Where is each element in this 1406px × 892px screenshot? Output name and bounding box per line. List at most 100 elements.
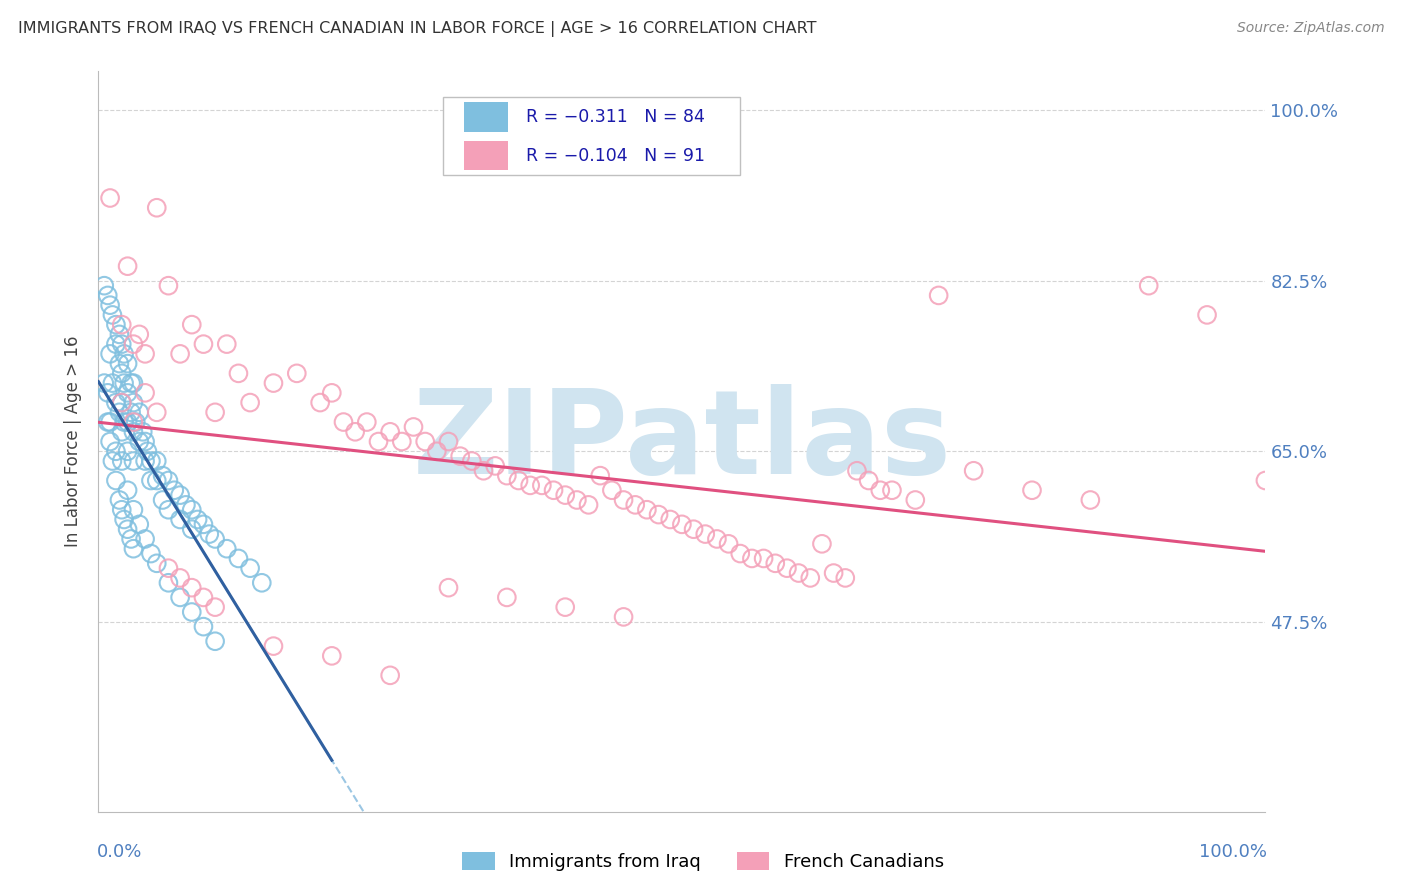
FancyBboxPatch shape	[464, 141, 508, 170]
Point	[139, 547, 162, 561]
Point	[157, 575, 180, 590]
Point	[98, 415, 121, 429]
Point	[108, 357, 131, 371]
Point	[530, 478, 553, 492]
Point	[239, 561, 262, 575]
Point	[128, 517, 150, 532]
Y-axis label: In Labor Force | Age > 16: In Labor Force | Age > 16	[65, 335, 83, 548]
Point	[139, 454, 162, 468]
Point	[624, 498, 647, 512]
Legend: Immigrants from Iraq, French Canadians: Immigrants from Iraq, French Canadians	[454, 845, 952, 879]
Point	[134, 347, 156, 361]
Point	[122, 454, 145, 468]
Point	[97, 385, 120, 400]
Point	[1195, 308, 1218, 322]
Point	[101, 454, 124, 468]
Point	[112, 415, 135, 429]
Point	[228, 367, 250, 381]
Point	[763, 557, 786, 571]
Point	[193, 591, 215, 605]
Point	[98, 298, 121, 312]
Point	[180, 522, 202, 536]
Point	[215, 337, 238, 351]
Point	[180, 502, 202, 516]
Point	[169, 512, 191, 526]
FancyBboxPatch shape	[443, 97, 741, 175]
Point	[112, 512, 135, 526]
Point	[117, 259, 139, 273]
Point	[344, 425, 367, 439]
Point	[146, 474, 169, 488]
Point	[134, 532, 156, 546]
Point	[117, 415, 139, 429]
Text: R = −0.104   N = 91: R = −0.104 N = 91	[526, 146, 704, 165]
Point	[682, 522, 704, 536]
Point	[1021, 483, 1043, 498]
Point	[578, 498, 600, 512]
Point	[104, 474, 127, 488]
Point	[1080, 493, 1102, 508]
Point	[636, 502, 658, 516]
Point	[193, 620, 215, 634]
Point	[122, 425, 145, 439]
Point	[659, 512, 682, 526]
Point	[111, 337, 134, 351]
Point	[122, 502, 145, 516]
Point	[163, 483, 186, 498]
Point	[132, 425, 155, 439]
Point	[111, 318, 134, 332]
Point	[508, 474, 530, 488]
Point	[93, 278, 115, 293]
Point	[367, 434, 389, 449]
Point	[752, 551, 775, 566]
Point	[380, 668, 402, 682]
Point	[117, 522, 139, 536]
Point	[437, 581, 460, 595]
Point	[613, 610, 636, 624]
Point	[228, 551, 250, 566]
Point	[117, 483, 139, 498]
Point	[262, 376, 284, 390]
Point	[157, 278, 180, 293]
Point	[146, 201, 169, 215]
Point	[108, 327, 131, 342]
Point	[117, 385, 139, 400]
Point	[1137, 278, 1160, 293]
Point	[823, 566, 845, 580]
Point	[122, 541, 145, 556]
Point	[496, 591, 519, 605]
Point	[741, 551, 763, 566]
Point	[180, 318, 202, 332]
Point	[309, 395, 332, 409]
Point	[198, 527, 221, 541]
Point	[169, 347, 191, 361]
Text: 0.0%: 0.0%	[97, 843, 142, 861]
Point	[111, 502, 134, 516]
Point	[204, 634, 226, 648]
Text: 100.0%: 100.0%	[1198, 843, 1267, 861]
Point	[484, 458, 506, 473]
Point	[128, 327, 150, 342]
Point	[134, 385, 156, 400]
Point	[239, 395, 262, 409]
Point	[180, 605, 202, 619]
Point	[146, 405, 169, 419]
Point	[122, 395, 145, 409]
Point	[380, 425, 402, 439]
Point	[93, 376, 115, 390]
Point	[98, 191, 121, 205]
Point	[204, 405, 226, 419]
Point	[193, 517, 215, 532]
Point	[449, 449, 471, 463]
Point	[108, 405, 131, 419]
Point	[111, 454, 134, 468]
Point	[391, 434, 413, 449]
Point	[332, 415, 354, 429]
Point	[98, 347, 121, 361]
Point	[125, 415, 148, 429]
Point	[962, 464, 984, 478]
Point	[98, 434, 121, 449]
Point	[169, 488, 191, 502]
Point	[204, 532, 226, 546]
Point	[128, 405, 150, 419]
